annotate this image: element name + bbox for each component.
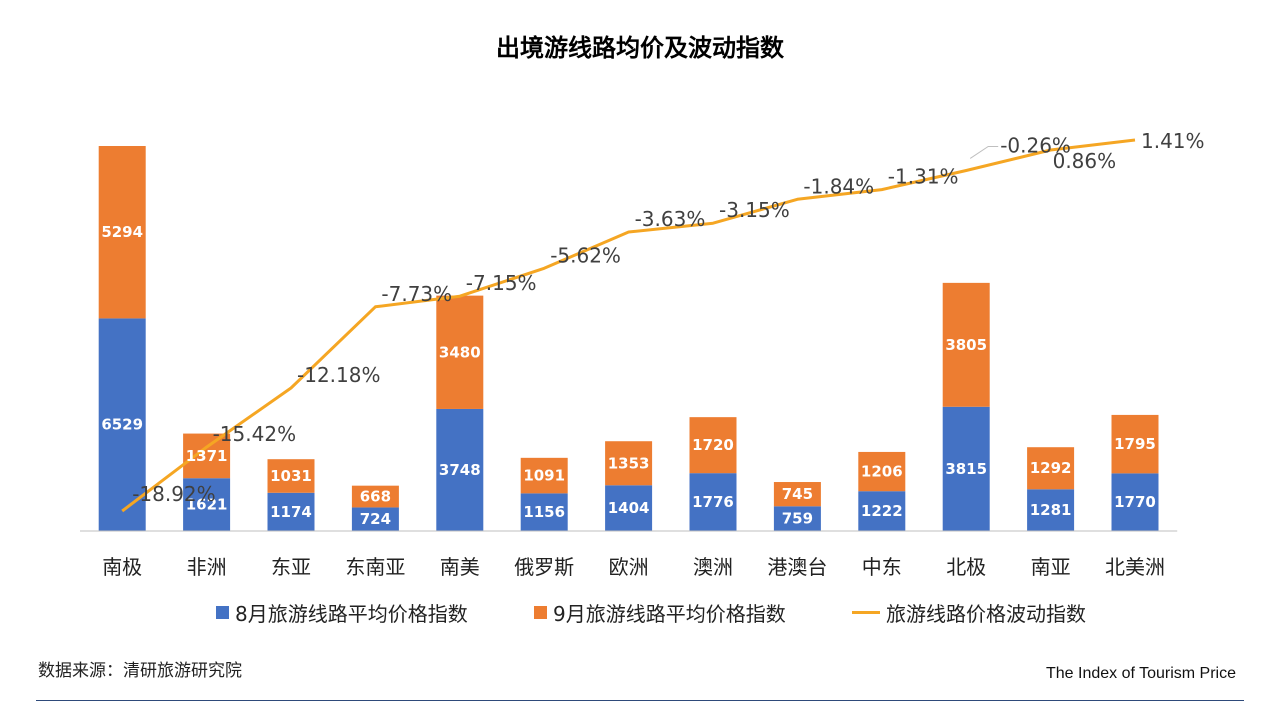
bar-aug <box>689 473 737 531</box>
bar-sep <box>183 433 231 479</box>
x-tick-label: 港澳台 <box>767 555 827 579</box>
bar-aug <box>858 491 906 531</box>
caption: The Index of Tourism Price <box>1045 665 1236 682</box>
legend-label-index: 旅游线路价格波动指数 <box>886 602 1086 626</box>
x-tick-label: 东南亚 <box>345 555 405 579</box>
bar-sep <box>436 295 484 409</box>
data-label-aug: 1174 <box>270 503 312 521</box>
index-label: -3.63% <box>635 207 706 231</box>
index-label: -3.15% <box>719 198 790 222</box>
bottom-divider <box>36 700 1244 701</box>
legend-item-aug: 8月旅游线路平均价格指数 <box>216 598 468 627</box>
data-label-aug: 1404 <box>608 499 650 517</box>
bar-aug <box>1027 489 1075 531</box>
x-tick-label: 欧洲 <box>609 555 649 579</box>
x-tick-label: 俄罗斯 <box>514 555 574 579</box>
data-label-sep: 745 <box>782 485 813 503</box>
bar-aug <box>98 318 146 531</box>
data-label-aug: 1156 <box>523 503 565 521</box>
chart-title: 出境游线路均价及波动指数 <box>496 34 784 62</box>
bar-sep <box>858 451 906 492</box>
data-label-sep: 1206 <box>861 463 903 481</box>
bar-sep <box>1027 447 1075 490</box>
index-line <box>121 138 1136 513</box>
x-tick-label: 北极 <box>946 555 986 579</box>
data-label-sep: 3480 <box>439 343 481 361</box>
bar-sep <box>605 441 653 486</box>
bar-aug <box>942 406 990 531</box>
source-note: 数据来源：清研旅游研究院 <box>38 661 242 681</box>
legend-item-index: 旅游线路价格波动指数 <box>852 598 1086 627</box>
labels-layer: 6529 5294 1621 1371 1174 1031 724 668 3748 3480 11… <box>101 129 1204 528</box>
x-tick-label: 北美洲 <box>1105 555 1165 579</box>
bar-aug <box>773 506 821 531</box>
data-label-aug: 6529 <box>101 416 143 434</box>
data-label-sep: 1292 <box>1030 459 1072 477</box>
index-label: 1.41% <box>1141 129 1205 153</box>
bar-sep <box>942 282 990 407</box>
data-label-sep: 1091 <box>523 467 565 485</box>
bar-aug <box>267 492 315 531</box>
index-label: -7.73% <box>381 282 452 306</box>
data-label-sep: 1371 <box>186 447 228 465</box>
data-label-aug: 1281 <box>1030 501 1072 519</box>
line-layer <box>121 138 1136 513</box>
x-tick-label: 南亚 <box>1031 555 1071 579</box>
bar-sep <box>267 459 315 493</box>
x-tick-label: 东亚 <box>271 555 311 579</box>
data-label-aug: 3748 <box>439 461 481 479</box>
bar-aug <box>436 408 484 531</box>
legend-swatch-index <box>852 611 880 614</box>
index-label: 0.86% <box>1053 149 1117 173</box>
legend-swatch-sep <box>534 606 547 619</box>
data-label-sep: 3805 <box>945 336 987 354</box>
index-label: -5.62% <box>550 243 621 267</box>
data-label-sep: 1353 <box>608 454 650 472</box>
legend-label-sep: 9月旅游线路平均价格指数 <box>553 602 786 626</box>
data-label-sep: 1795 <box>1114 435 1156 453</box>
index-label: -15.42% <box>213 422 296 446</box>
bar-aug <box>1111 473 1159 531</box>
data-label-sep: 668 <box>360 488 391 506</box>
data-label-aug: 759 <box>782 510 813 528</box>
index-label: -1.84% <box>803 174 874 198</box>
x-tick-label: 南美 <box>440 555 480 579</box>
bar-sep <box>1111 414 1159 474</box>
bar-sep <box>351 485 399 508</box>
data-label-sep: 5294 <box>101 223 143 241</box>
bar-sep <box>773 482 821 507</box>
bar-sep <box>520 457 568 494</box>
bar-sep <box>689 417 737 474</box>
x-tick-label: 澳洲 <box>693 555 733 579</box>
data-label-aug: 1621 <box>186 496 228 514</box>
index-label-leader <box>969 145 999 159</box>
index-label: -1.31% <box>888 165 959 189</box>
index-label: -12.18% <box>297 363 380 387</box>
x-tick-label: 非洲 <box>187 555 227 579</box>
bars-layer <box>98 146 1159 531</box>
data-label-aug: 1770 <box>1114 493 1156 511</box>
legend-label-aug: 8月旅游线路平均价格指数 <box>235 602 468 626</box>
axis-layer: 南极 非洲 东亚 东南亚 南美 俄罗斯 欧洲 澳洲 港澳台 中东 北极 南亚 北美洲 <box>80 530 1178 579</box>
bar-aug <box>605 485 653 531</box>
x-tick-label: 南极 <box>102 555 142 579</box>
index-label: -0.26% <box>1000 133 1071 157</box>
index-label: -18.92% <box>132 482 215 506</box>
legend-swatch-aug <box>216 606 229 619</box>
data-label-sep: 1720 <box>692 436 734 454</box>
bar-sep <box>98 146 146 319</box>
x-tick-label: 中东 <box>862 555 902 579</box>
data-label-sep: 1031 <box>270 467 312 485</box>
index-label: -7.15% <box>466 271 537 295</box>
legend: 8月旅游线路平均价格指数 9月旅游线路平均价格指数 旅游线路价格波动指数 <box>0 598 1280 626</box>
bar-aug <box>183 478 231 531</box>
data-label-aug: 3815 <box>945 460 987 478</box>
data-label-aug: 1222 <box>861 502 903 520</box>
data-label-aug: 724 <box>360 510 391 528</box>
bar-aug <box>520 493 568 531</box>
data-label-aug: 1776 <box>692 493 734 511</box>
legend-item-sep: 9月旅游线路平均价格指数 <box>534 598 786 627</box>
bar-aug <box>351 507 399 531</box>
